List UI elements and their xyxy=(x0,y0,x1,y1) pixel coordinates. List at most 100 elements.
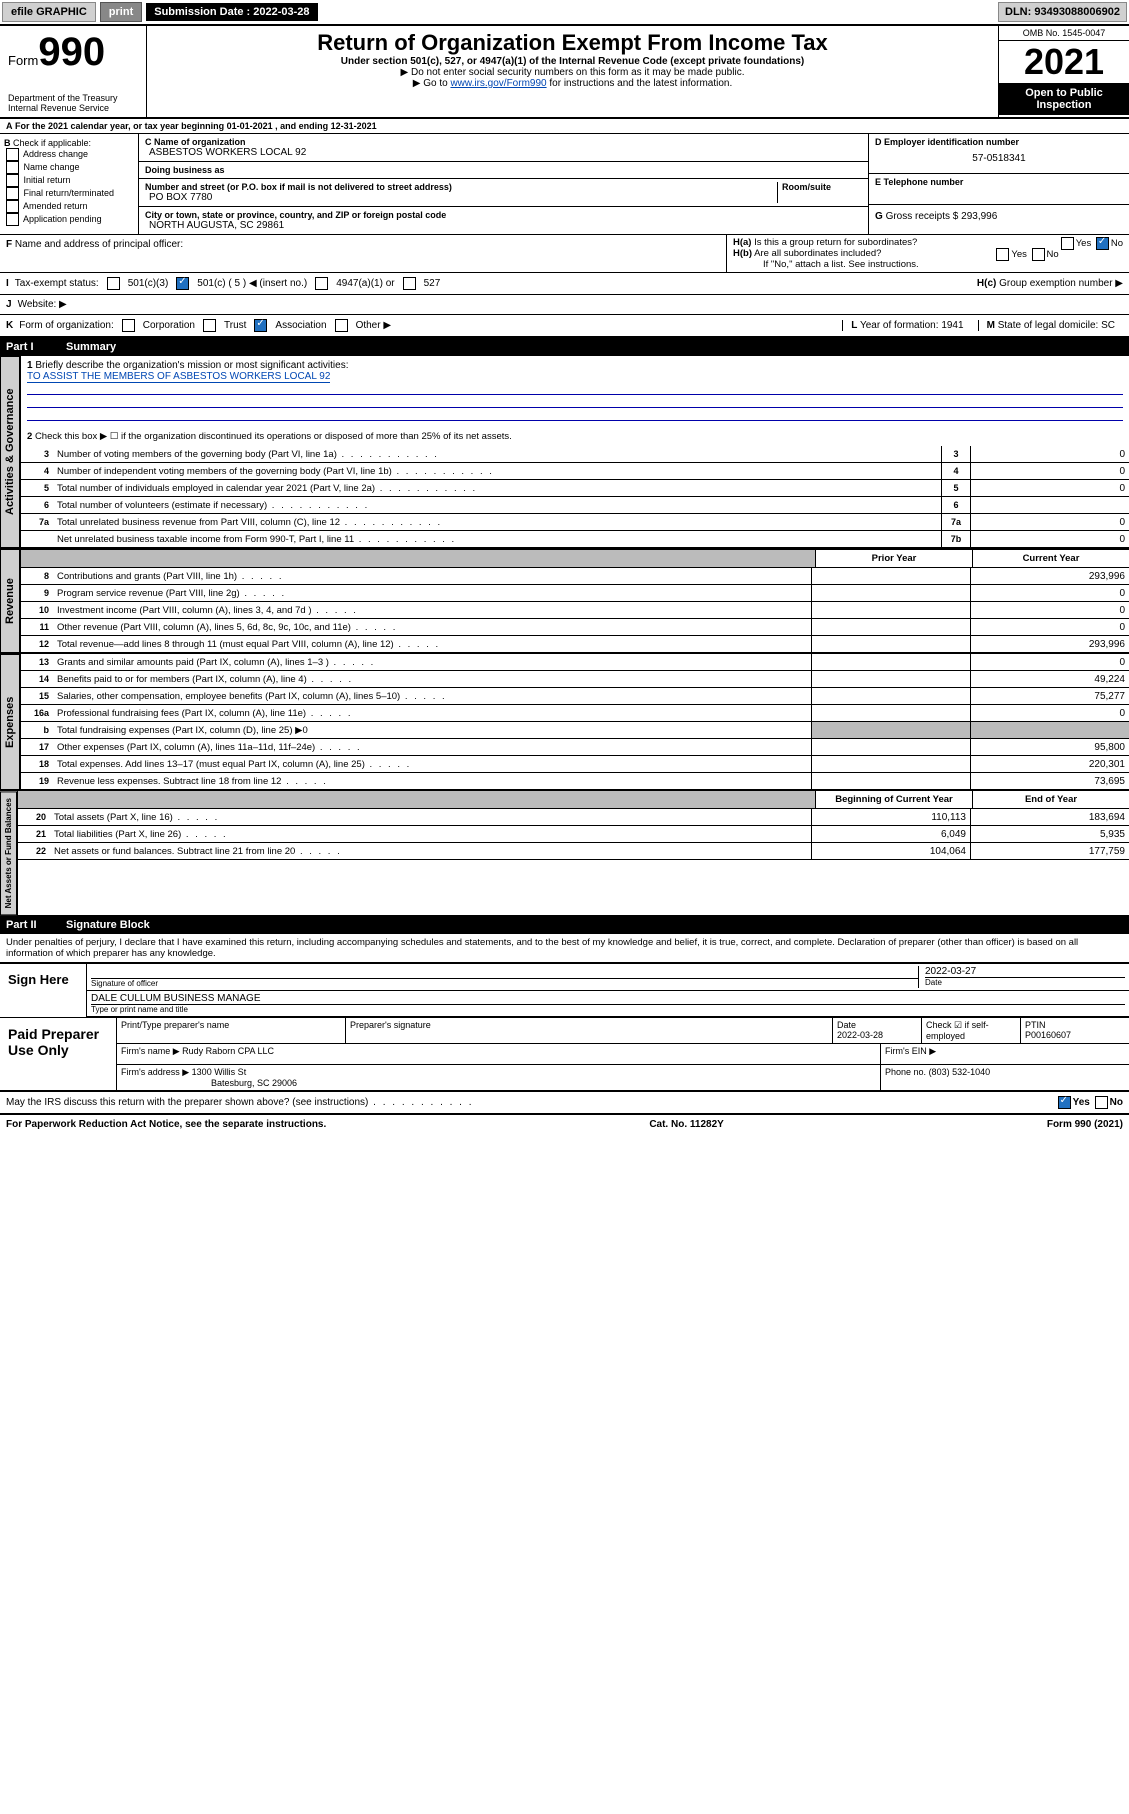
cb-hb-no[interactable] xyxy=(1032,248,1045,261)
tab-netassets: Net Assets or Fund Balances xyxy=(0,791,17,915)
yes-1: Yes xyxy=(1076,238,1092,249)
officer-name-label: Type or print name and title xyxy=(91,1004,1125,1014)
prep-name-label: Print/Type preparer's name xyxy=(117,1018,346,1043)
phone-value xyxy=(875,187,1123,201)
b-item-3: Final return/terminated xyxy=(24,188,115,198)
i-label: Tax-exempt status: xyxy=(15,278,99,289)
form-prefix: Form xyxy=(8,53,38,68)
self-emp-label: Check ☑ if self-employed xyxy=(922,1018,1021,1043)
inspection: Inspection xyxy=(1036,99,1091,111)
form-subtitle: Under section 501(c), 527, or 4947(a)(1)… xyxy=(155,56,990,67)
cb-discuss-yes[interactable] xyxy=(1058,1096,1071,1109)
section-netassets: Net Assets or Fund Balances Beginning of… xyxy=(0,791,1129,916)
b-item-5: Application pending xyxy=(23,214,102,224)
gov-line-3: 3Number of voting members of the governi… xyxy=(21,446,1129,463)
section-governance: Activities & Governance 1 Briefly descri… xyxy=(0,356,1129,549)
footer-left: For Paperwork Reduction Act Notice, see … xyxy=(6,1119,326,1130)
footer-mid: Cat. No. 11282Y xyxy=(649,1119,723,1130)
omb-number: OMB No. 1545-0047 xyxy=(999,26,1129,41)
irs-label: Internal Revenue Service xyxy=(8,103,138,113)
cb-trust[interactable] xyxy=(203,319,216,332)
hdr-current: Current Year xyxy=(972,550,1129,567)
prep-date-label: Date xyxy=(837,1020,856,1030)
rev-line-11: 11Other revenue (Part VIII, column (A), … xyxy=(21,619,1129,636)
print-button[interactable]: print xyxy=(100,2,142,22)
exp-line-17: 17Other expenses (Part IX, column (A), l… xyxy=(21,739,1129,756)
f-label: Name and address of principal officer: xyxy=(15,239,183,250)
opt-trust: Trust xyxy=(224,320,246,331)
cb-initial[interactable] xyxy=(6,174,19,187)
part1-header: Part I Summary xyxy=(0,338,1129,356)
part1-num: Part I xyxy=(6,341,66,353)
firm-phone: (803) 532-1040 xyxy=(929,1067,991,1077)
rev-line-12: 12Total revenue—add lines 8 through 11 (… xyxy=(21,636,1129,653)
cb-corp[interactable] xyxy=(122,319,135,332)
hdr-beginning: Beginning of Current Year xyxy=(815,791,972,808)
tab-expenses: Expenses xyxy=(0,654,20,790)
form-year: 2021 xyxy=(999,41,1129,83)
cb-name-change[interactable] xyxy=(6,161,19,174)
instr-2-pre: ▶ Go to xyxy=(413,78,451,89)
exp-line-18: 18Total expenses. Add lines 13–17 (must … xyxy=(21,756,1129,773)
k-label: Form of organization: xyxy=(19,320,114,331)
block-fh: F Name and address of principal officer:… xyxy=(0,235,1129,273)
no-2: No xyxy=(1047,249,1059,260)
cb-assoc[interactable] xyxy=(254,319,267,332)
org-name: ASBESTOS WORKERS LOCAL 92 xyxy=(145,147,862,158)
dba-label: Doing business as xyxy=(145,165,862,175)
exp-line-14: 14Benefits paid to or for members (Part … xyxy=(21,671,1129,688)
opt-assoc: Association xyxy=(275,320,326,331)
opt-4947: 4947(a)(1) or xyxy=(336,278,394,289)
cb-501c3[interactable] xyxy=(107,277,120,290)
gov-line-7b: Net unrelated business taxable income fr… xyxy=(21,531,1129,548)
part2-header: Part II Signature Block xyxy=(0,916,1129,934)
hb-text: Are all subordinates included? xyxy=(754,248,881,259)
top-bar: efile GRAPHIC print Submission Date : 20… xyxy=(0,0,1129,24)
firm-addr1: 1300 Willis St xyxy=(192,1067,247,1077)
dln: DLN: 93493088006902 xyxy=(998,2,1127,22)
cb-ha-yes[interactable] xyxy=(1061,237,1074,250)
firm-addr2: Batesburg, SC 29006 xyxy=(121,1078,297,1088)
declaration: Under penalties of perjury, I declare th… xyxy=(0,934,1129,963)
cb-4947[interactable] xyxy=(315,277,328,290)
rev-line-10: 10Investment income (Part VIII, column (… xyxy=(21,602,1129,619)
b-item-4: Amended return xyxy=(23,201,88,211)
instr-1: ▶ Do not enter social security numbers o… xyxy=(155,67,990,78)
yes-2: Yes xyxy=(1011,249,1027,260)
paid-title: Paid Preparer Use Only xyxy=(0,1018,117,1090)
opt-527: 527 xyxy=(424,278,441,289)
cb-hb-yes[interactable] xyxy=(996,248,1009,261)
cb-other[interactable] xyxy=(335,319,348,332)
instr-2-post: for instructions and the latest informat… xyxy=(547,78,733,89)
phone-label: Telephone number xyxy=(884,177,964,187)
opt-501c3: 501(c)(3) xyxy=(128,278,169,289)
mission-text: TO ASSIST THE MEMBERS OF ASBESTOS WORKER… xyxy=(27,371,330,383)
no-3: No xyxy=(1110,1098,1123,1109)
footer-right: Form 990 (2021) xyxy=(1047,1119,1123,1130)
cb-final[interactable] xyxy=(6,187,19,200)
cb-discuss-no[interactable] xyxy=(1095,1096,1108,1109)
row-i: I Tax-exempt status: 501(c)(3) 501(c) ( … xyxy=(0,273,1129,295)
m-label: State of legal domicile: xyxy=(998,320,1099,331)
gov-line-4: 4Number of independent voting members of… xyxy=(21,463,1129,480)
yes-3: Yes xyxy=(1073,1098,1090,1109)
hb-note: If "No," attach a list. See instructions… xyxy=(733,259,1123,270)
hc-text: Group exemption number ▶ xyxy=(999,278,1123,289)
exp-line-19: 19Revenue less expenses. Subtract line 1… xyxy=(21,773,1129,790)
net-line-20: 20Total assets (Part X, line 16)110,1131… xyxy=(18,809,1129,826)
row-a: A For the 2021 calendar year, or tax yea… xyxy=(0,119,1129,134)
instr-link[interactable]: www.irs.gov/Form990 xyxy=(450,78,546,89)
efile-button[interactable]: efile GRAPHIC xyxy=(2,2,96,22)
dept-treasury: Department of the Treasury xyxy=(8,93,138,103)
gross-label: Gross receipts $ xyxy=(886,211,959,222)
cb-pending[interactable] xyxy=(6,213,19,226)
prep-date: 2022-03-28 xyxy=(837,1030,883,1040)
cb-501c[interactable] xyxy=(176,277,189,290)
cb-amended[interactable] xyxy=(6,200,19,213)
cb-527[interactable] xyxy=(403,277,416,290)
ha-text: Is this a group return for subordinates? xyxy=(754,237,917,248)
b-label: Check if applicable: xyxy=(13,138,91,148)
cb-ha-no[interactable] xyxy=(1096,237,1109,250)
cb-address-change[interactable] xyxy=(6,148,19,161)
sig-date-label: Date xyxy=(925,977,1125,987)
